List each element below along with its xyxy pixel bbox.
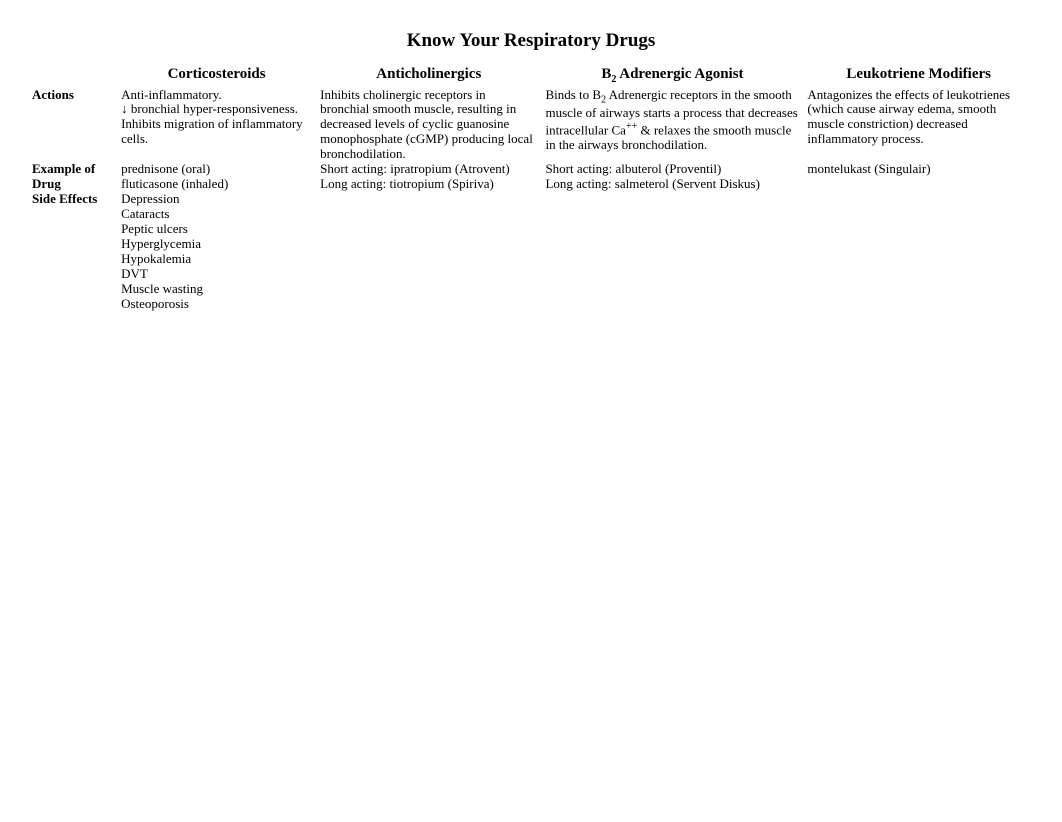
t2-r5: Side EffectsDyspepsia Nausea GI bleeding… [28,554,1034,584]
t1-example-c2: Short acting: ipratropium (Atrovent)Long… [316,162,541,192]
t2-r3-label: Actions [28,509,133,539]
t1-nursing-c2: Have pt demonstrate inhaler/spacer use v… [316,312,541,372]
t2-r1-label: Example of Drug [28,465,133,495]
t1-example-label: Example of Drug [28,162,117,192]
t2-r2-c4: n/m pain [824,494,1034,509]
t2-r6-c4: Toxic/Irreversible: liver specific for R… [824,584,1034,644]
t1-row-side: Side Effects DepressionCataractsPeptic u… [28,192,1034,312]
t1-side-c2: HeadacheNervousnessDry mouthSedation [316,192,541,312]
t2-r1-c2: colchicine (Colcrys) [416,465,626,495]
t2-r2-c3: fever [625,494,824,509]
t1-actions-c2: Inhibits cholinergic receptors in bronch… [316,88,541,163]
t2-r3-c2: Antinflammatory but only effective in ac… [416,509,626,539]
t2-r3-c4: inhibits DNA replication affects bone ma… [824,509,1034,539]
t2-r5-c4: Hepatotoxic [824,554,1034,584]
t1-actions-label: Actions [28,88,117,163]
t1-row-example: Example of Drug prednisone (oral)flutica… [28,162,1034,192]
t2-r4-c4: RA pain [824,539,1034,554]
t1-side-label: Side Effects [28,192,117,312]
t1-h-label [28,66,117,88]
t1-h-c3: B2 Adrenergic Agonist [541,66,803,88]
t2-r6-c2: Toxic/Irreversible: GI tx Low & High dos… [416,584,626,644]
t2-r1-c3: prednisone also called glucocorticoid [625,465,824,495]
table1: Corticosteroids Anticholinergics B2 Adre… [28,66,1034,371]
t1-actions-c4: Antagonizes the effects of leukotrienes … [803,88,1034,163]
t2-r4: Therapeutic Usegeneric paingout paingene… [28,539,1034,554]
t1-actions-c3: Binds to B2 Adrenergic receptors in the … [541,88,803,163]
t2-r1-c4: methotrexate (Rheumatrex) [824,465,1034,495]
t2-r6-label: Nursing consider-ations [28,584,133,644]
t2-r4-c3: generic pain [625,539,824,554]
t1-actions-c1: Anti-inflammatory.↓ bronchial hyper-resp… [117,88,316,163]
t2-r5-c2: Diarrhea Nausea Abdominal pain Fatigue [416,554,626,584]
t1-side-c4: RhinorrheaHeadacheFeverCough [803,192,1034,312]
t2-h-c1: Non-steroidal Antiinflammatory [133,445,416,464]
t2-r2: Indicated for:feverPainfevern/m pain [28,494,1034,509]
t2-h-c3: Corticosteroid [625,445,824,464]
t2-h-c4: DMD [824,445,1034,464]
t2-r3-c3: Suppresses immune response & inhibits th… [625,509,824,539]
t2-h-label [28,445,133,464]
t2-r6-c3: Toxic/Irreversible: cataracts Use to bri… [625,584,824,644]
t1-row-actions: Actions Anti-inflammatory.↓ bronchial hy… [28,88,1034,163]
t1-nursing-c3: Use a short acting (rescue) medication 1… [541,312,803,372]
t1-example-c3: Short acting: albuterol (Proventil)Long … [541,162,803,192]
t2-r5-c1: Dyspepsia Nausea GI bleeding Liver damag… [133,554,416,584]
t2-r4-c2: gout pain [416,539,626,554]
t1-example-c1: prednisone (oral)fluticasone (inhaled) [117,162,316,192]
table2-title: Know Your Inflammatory Drugs [28,409,1034,431]
t1-side-c3: SABA's:↑ HR, palpitationsTremorsHeadache [541,192,803,312]
t2-r5-c3: Too many See dexa [625,554,824,584]
t1-h-c1: Corticosteroids [117,66,316,88]
t2-r6-c1: Toxic/Irreversible: ↑ LFT Low & High dos… [133,584,416,644]
t2-r4-label: Therapeutic Use [28,539,133,554]
t2-h-c2: Antigout Medication [416,445,626,464]
table1-title: Know Your Respiratory Drugs [28,30,1034,52]
t2-r4-c1: generic pain [133,539,416,554]
t1-nursing-c4: It's a lifelong tx taken daily/oral. Not… [803,312,1034,372]
t1-nursing-label: Nursing consider-ations [28,312,117,372]
t2-r2-label: Indicated for: [28,494,133,509]
t2-r3: ActionsInhibits production of prostaglan… [28,509,1034,539]
t2-r1-c1: ibuprofen (Motrin) ketorolac (Toradol) [133,465,416,495]
t1-h-c4: Leukotriene Modifiers [803,66,1034,88]
t1-side-c1: DepressionCataractsPeptic ulcersHypergly… [117,192,316,312]
t2-r2-c1: fever [133,494,416,509]
t2-r1: Example of Drugibuprofen (Motrin) ketoro… [28,465,1034,495]
table2: Non-steroidal Antiinflammatory Antigout … [28,445,1034,644]
t1-footer: Page 5 of 6 [28,397,1034,409]
t2-r6: Nursing consider-ationsToxic/Irreversibl… [28,584,1034,644]
t2-r5-label: Side Effects [28,554,133,584]
t1-h-c2: Anticholinergics [316,66,541,88]
t1-row-nursing: Nursing consider-ations When tapering of… [28,312,1034,372]
t1-example-c4: montelukast (Singulair) [803,162,1034,192]
t2-r2-c2: Pain [416,494,626,509]
t2-r3-c1: Inhibits production of prostaglandins (i… [133,509,416,539]
t1-nursing-c1: When tapering off prednisone monitor for… [117,312,316,372]
